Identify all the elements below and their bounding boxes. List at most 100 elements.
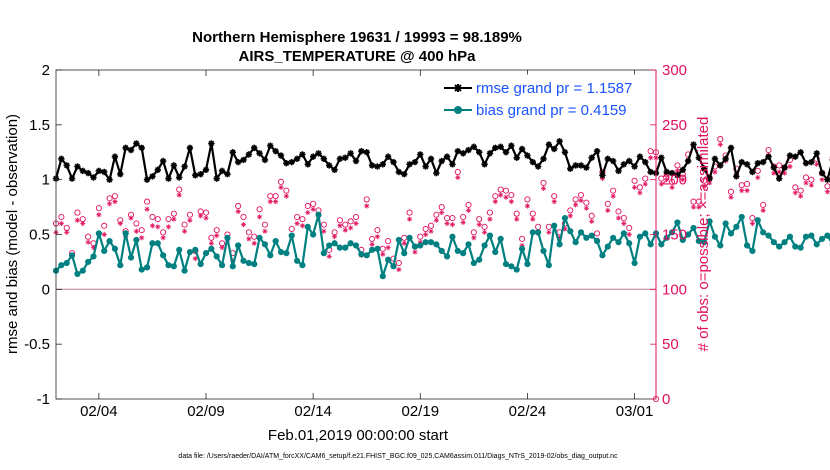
obs-assimilated-stroke (380, 252, 385, 257)
obs-assimilated-point (256, 214, 263, 220)
rmse-point (149, 173, 156, 180)
obs-possible-point (165, 216, 172, 223)
obs-possible-point (144, 198, 151, 205)
obs-assimilated-point (819, 177, 825, 183)
obs-possible-point (149, 213, 156, 221)
obs-assimilated-stroke (819, 177, 825, 182)
rmse-point (170, 162, 178, 169)
obs-assimilated-stroke (648, 155, 653, 160)
bias-point (213, 253, 220, 260)
rmse-point (309, 153, 317, 160)
legend-box (437, 74, 651, 122)
obs-assimilated-point (155, 224, 161, 230)
obs-possible-point (433, 211, 440, 218)
bias-point (170, 263, 177, 270)
rmse-point (374, 163, 381, 170)
obs-possible-point (261, 221, 268, 228)
obs-assimilated-stroke (343, 228, 348, 233)
rmse-point (443, 153, 451, 160)
obs-assimilated-stroke (787, 164, 793, 169)
obs-assimilated-stroke (621, 221, 626, 226)
y-right-tick-label: 50 (662, 336, 679, 353)
obs-possible-point (235, 202, 242, 210)
rmse-point (551, 145, 558, 153)
bias-point (363, 252, 370, 259)
rmse-point (395, 168, 403, 176)
bias-point (379, 273, 386, 280)
rmse-point-stroke (171, 162, 177, 169)
obs-possible-point (101, 222, 108, 229)
obs-assimilated-point (658, 181, 664, 187)
obs-assimilated-stroke (814, 162, 819, 167)
obs-assimilated-stroke (503, 195, 509, 200)
obs-assimilated-stroke (750, 221, 755, 226)
rmse-point (663, 168, 670, 176)
rmse-point-stroke (444, 153, 450, 160)
bias-point (267, 252, 274, 259)
obs-possible-point (792, 184, 799, 191)
bias-point (352, 242, 360, 249)
footer-data-file: data file: /Users/raeder/DAI/ATM_forcXX/… (178, 453, 618, 460)
obs-assimilated-point (246, 236, 252, 242)
rmse-point-stroke (149, 173, 156, 180)
obs-assimilated-point (348, 225, 354, 231)
obs-assimilated-point (626, 231, 632, 238)
bias-point (176, 246, 183, 253)
obs-assimilated-stroke (102, 232, 107, 237)
rmse-point-stroke (733, 173, 740, 180)
rmse-point (186, 144, 194, 152)
obs-possible-point (438, 204, 445, 211)
obs-assimilated-stroke (423, 232, 428, 237)
rmse-point-stroke (304, 161, 311, 168)
rmse-point (797, 149, 804, 156)
rmse-point-stroke (717, 162, 724, 169)
rmse-point-stroke (701, 165, 708, 172)
rmse-point (117, 170, 124, 178)
obs-assimilated-stroke (509, 199, 514, 204)
rmse-point-stroke (562, 149, 568, 156)
rmse-point-stroke (176, 174, 183, 181)
obs-possible-point (369, 235, 376, 242)
obs-assimilated-point (798, 193, 804, 199)
obs-assimilated-stroke (691, 204, 696, 210)
bias-point (722, 220, 729, 227)
obs-assimilated-stroke (739, 188, 744, 193)
obs-assimilated-stroke (219, 245, 225, 250)
rmse-series-group (52, 138, 830, 183)
obs-assimilated-point (471, 235, 477, 241)
obs-assimilated-point (364, 203, 370, 209)
bias-point (422, 239, 429, 246)
rmse-point (518, 145, 526, 153)
legend-rmse-label: rmse grand pr = 1.1587 (476, 80, 632, 97)
rmse-point-stroke (85, 170, 91, 176)
rmse-point-stroke (229, 149, 236, 156)
obs-assimilated-point (739, 188, 745, 194)
bias-point (513, 266, 520, 273)
obs-assimilated-point (353, 220, 359, 227)
bias-point (293, 257, 301, 264)
bias-point (508, 263, 515, 270)
obs-assimilated-point (74, 217, 81, 223)
obs-possible-point (154, 216, 161, 223)
rmse-point-stroke (251, 145, 258, 151)
obs-possible-point (754, 167, 761, 174)
obs-possible-point (256, 206, 263, 213)
rmse-point (567, 165, 574, 172)
obs-possible-point (106, 195, 113, 202)
obs-assimilated-stroke (134, 229, 139, 234)
obs-assimilated-stroke (273, 199, 278, 204)
obs-assimilated-stroke (139, 235, 144, 240)
rmse-point (267, 142, 274, 149)
bias-point (786, 233, 794, 240)
bias-point (818, 235, 826, 242)
obs-assimilated-point (551, 199, 557, 205)
rmse-point-stroke (803, 160, 809, 167)
rmse-point (492, 144, 499, 152)
obs-assimilated-stroke (498, 192, 503, 198)
rmse-point-stroke (556, 138, 563, 145)
bias-point (545, 262, 552, 269)
obs-assimilated-stroke (584, 206, 589, 211)
rmse-point (524, 152, 531, 159)
bias-point (765, 232, 772, 239)
obs-assimilated-stroke (578, 198, 584, 203)
